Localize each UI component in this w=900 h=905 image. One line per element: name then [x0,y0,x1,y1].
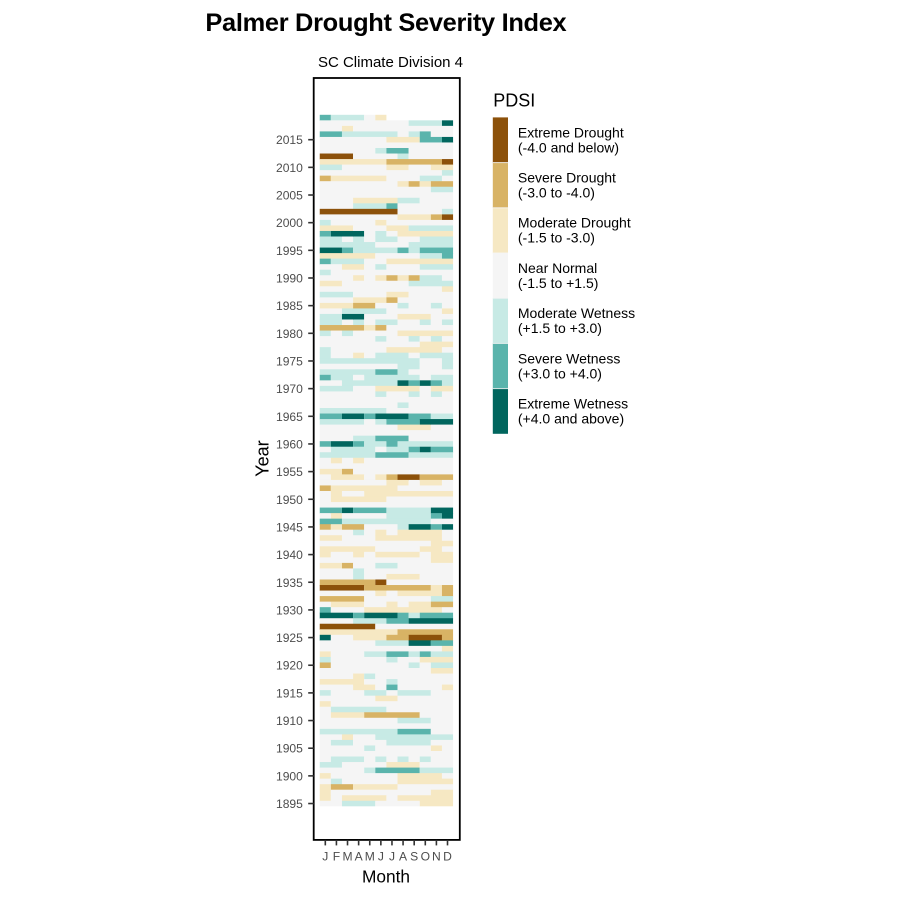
svg-text:M: M [342,850,352,864]
svg-text:1960: 1960 [276,437,303,451]
svg-text:(+3.0 to +4.0): (+3.0 to +4.0) [518,365,602,381]
svg-text:1970: 1970 [276,382,303,396]
svg-text:(-4.0 and below): (-4.0 and below) [518,139,619,155]
svg-text:Severe Wetness: Severe Wetness [518,350,620,366]
svg-text:2015: 2015 [276,133,303,147]
svg-text:1950: 1950 [276,493,303,507]
svg-text:(+1.5 to +3.0): (+1.5 to +3.0) [518,320,602,336]
svg-text:J: J [389,850,395,864]
svg-text:1980: 1980 [276,327,303,341]
svg-text:Extreme Drought: Extreme Drought [518,124,624,140]
svg-text:Extreme Wetness: Extreme Wetness [518,396,628,412]
svg-text:(-1.5 to +1.5): (-1.5 to +1.5) [518,275,599,291]
svg-text:PDSI: PDSI [493,91,535,111]
svg-text:1930: 1930 [276,603,303,617]
svg-text:Moderate Drought: Moderate Drought [518,215,631,231]
svg-text:A: A [399,850,408,864]
svg-text:Moderate Wetness: Moderate Wetness [518,305,635,321]
svg-text:1975: 1975 [276,354,303,368]
svg-text:(+4.0 and above): (+4.0 and above) [518,411,624,427]
svg-text:2010: 2010 [276,161,303,175]
svg-text:Month: Month [362,866,410,886]
svg-text:1910: 1910 [276,714,303,728]
svg-text:1995: 1995 [276,244,303,258]
svg-text:M: M [365,850,375,864]
svg-text:1915: 1915 [276,686,303,700]
svg-text:Palmer Drought Severity Index: Palmer Drought Severity Index [205,9,566,37]
svg-text:J: J [378,850,384,864]
svg-text:Severe Drought: Severe Drought [518,170,616,186]
svg-text:SC Climate Division 4: SC Climate Division 4 [318,54,463,71]
svg-text:1920: 1920 [276,659,303,673]
svg-text:(-3.0 to -4.0): (-3.0 to -4.0) [518,185,595,201]
svg-text:1900: 1900 [276,769,303,783]
svg-text:1965: 1965 [276,410,303,424]
svg-text:(-1.5 to -3.0): (-1.5 to -3.0) [518,230,595,246]
svg-text:1935: 1935 [276,576,303,590]
svg-text:A: A [355,850,364,864]
svg-text:J: J [322,850,328,864]
svg-text:D: D [443,850,452,864]
svg-text:Near Normal: Near Normal [518,260,597,276]
svg-text:1955: 1955 [276,465,303,479]
svg-text:O: O [421,850,430,864]
svg-text:1895: 1895 [276,797,303,811]
svg-text:1925: 1925 [276,631,303,645]
svg-text:S: S [410,850,418,864]
svg-text:N: N [432,850,441,864]
svg-text:1985: 1985 [276,299,303,313]
svg-text:1990: 1990 [276,271,303,285]
svg-text:1940: 1940 [276,548,303,562]
svg-text:2000: 2000 [276,216,303,230]
svg-text:2005: 2005 [276,189,303,203]
svg-text:1945: 1945 [276,520,303,534]
svg-text:1905: 1905 [276,742,303,756]
svg-text:F: F [333,850,340,864]
svg-text:Year: Year [253,440,273,476]
